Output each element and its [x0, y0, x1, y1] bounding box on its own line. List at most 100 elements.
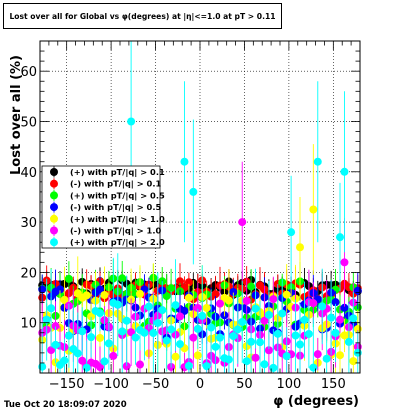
- legend-label: (-) with pT/|q| > 0.1: [70, 179, 161, 189]
- data-point: [202, 303, 211, 312]
- data-point: [282, 352, 291, 361]
- data-point: [264, 346, 273, 355]
- data-point: [104, 339, 113, 348]
- data-point: [278, 309, 287, 318]
- data-point: [176, 312, 184, 321]
- data-point: [96, 309, 104, 318]
- timestamp: Tue Oct 20 18:09:07 2020: [4, 400, 127, 410]
- chart-title: Lost over all for Global vs φ(degrees) a…: [3, 3, 282, 29]
- data-point: [327, 313, 336, 322]
- data-point: [162, 292, 171, 301]
- data-point: [100, 357, 109, 366]
- data-point: [127, 117, 136, 126]
- data-point: [273, 329, 282, 338]
- data-point: [216, 299, 224, 308]
- data-point: [260, 316, 269, 325]
- data-point: [349, 314, 358, 323]
- data-point: [193, 304, 202, 313]
- x-tick-label: −150: [49, 377, 85, 392]
- data-point: [300, 315, 309, 324]
- legend-label: (+) with pT/|q| > 0.5: [70, 190, 165, 200]
- data-point: [242, 357, 251, 366]
- data-point: [256, 338, 264, 347]
- data-point: [336, 351, 344, 360]
- data-point: [211, 342, 220, 351]
- data-point: [100, 291, 109, 300]
- data-point: [118, 274, 127, 283]
- data-point: [193, 351, 202, 360]
- data-point: [96, 333, 104, 342]
- data-point: [260, 360, 269, 369]
- data-point: [247, 282, 256, 291]
- data-point: [60, 356, 69, 365]
- data-point: [176, 340, 184, 349]
- data-point: [309, 299, 318, 308]
- data-point: [113, 300, 122, 309]
- legend-label: (-) with pT/|q| > 0.5: [70, 202, 161, 212]
- data-point: [233, 325, 242, 334]
- data-point: [336, 233, 344, 242]
- data-point: [349, 357, 358, 366]
- data-point: [340, 167, 349, 176]
- data-point: [109, 351, 118, 360]
- data-point: [309, 205, 318, 214]
- x-tick-label: −50: [142, 377, 169, 392]
- data-point: [47, 304, 56, 313]
- data-point: [184, 361, 193, 370]
- y-axis-label: Lost over all (%): [9, 55, 24, 175]
- data-point: [211, 290, 220, 299]
- data-point: [189, 333, 198, 342]
- data-point: [251, 353, 260, 362]
- data-point: [340, 258, 349, 267]
- data-point: [56, 285, 64, 294]
- y-tick-label: 40: [20, 166, 37, 181]
- x-tick-label: 0: [196, 377, 204, 392]
- data-point: [269, 363, 278, 372]
- legend-label: (+) with pT/|q| > 1.0: [70, 214, 165, 224]
- data-point: [198, 311, 207, 320]
- data-point: [60, 295, 69, 304]
- data-point: [144, 302, 153, 311]
- x-tick-label: 50: [236, 377, 253, 392]
- data-point: [149, 329, 158, 338]
- data-point: [291, 331, 300, 340]
- data-point: [340, 303, 349, 312]
- x-tick-label: −100: [93, 377, 129, 392]
- data-point: [313, 350, 322, 359]
- data-point: [131, 333, 140, 342]
- data-point: [336, 315, 344, 324]
- data-point: [264, 310, 273, 319]
- data-point: [251, 304, 260, 313]
- y-tick-label: 60: [20, 65, 37, 80]
- data-point: [51, 340, 60, 349]
- data-point: [136, 289, 144, 298]
- data-point: [51, 322, 60, 331]
- data-point: [229, 288, 238, 297]
- data-point: [38, 362, 47, 371]
- data-point: [207, 323, 216, 332]
- data-point: [322, 354, 331, 363]
- data-point: [136, 360, 144, 369]
- data-point: [238, 317, 247, 326]
- data-point: [287, 228, 296, 237]
- data-point: [318, 302, 327, 311]
- data-point: [247, 337, 256, 346]
- data-point: [82, 363, 91, 372]
- data-point: [42, 315, 51, 324]
- data-point: [73, 349, 82, 358]
- data-point: [296, 243, 304, 252]
- data-point: [296, 340, 304, 349]
- data-point: [162, 336, 171, 345]
- legend-label: (-) with pT/|q| > 1.0: [70, 226, 161, 236]
- data-point: [64, 274, 73, 283]
- data-point: [140, 328, 149, 337]
- data-point: [64, 331, 73, 340]
- data-point: [229, 332, 238, 341]
- series-6: [38, 41, 362, 373]
- data-point: [304, 329, 313, 338]
- legend-label: (+) with pT/|q| > 0.1: [70, 167, 165, 177]
- data-point: [122, 362, 131, 371]
- data-point: [353, 286, 362, 295]
- x-axis-label: φ (degrees): [273, 394, 359, 409]
